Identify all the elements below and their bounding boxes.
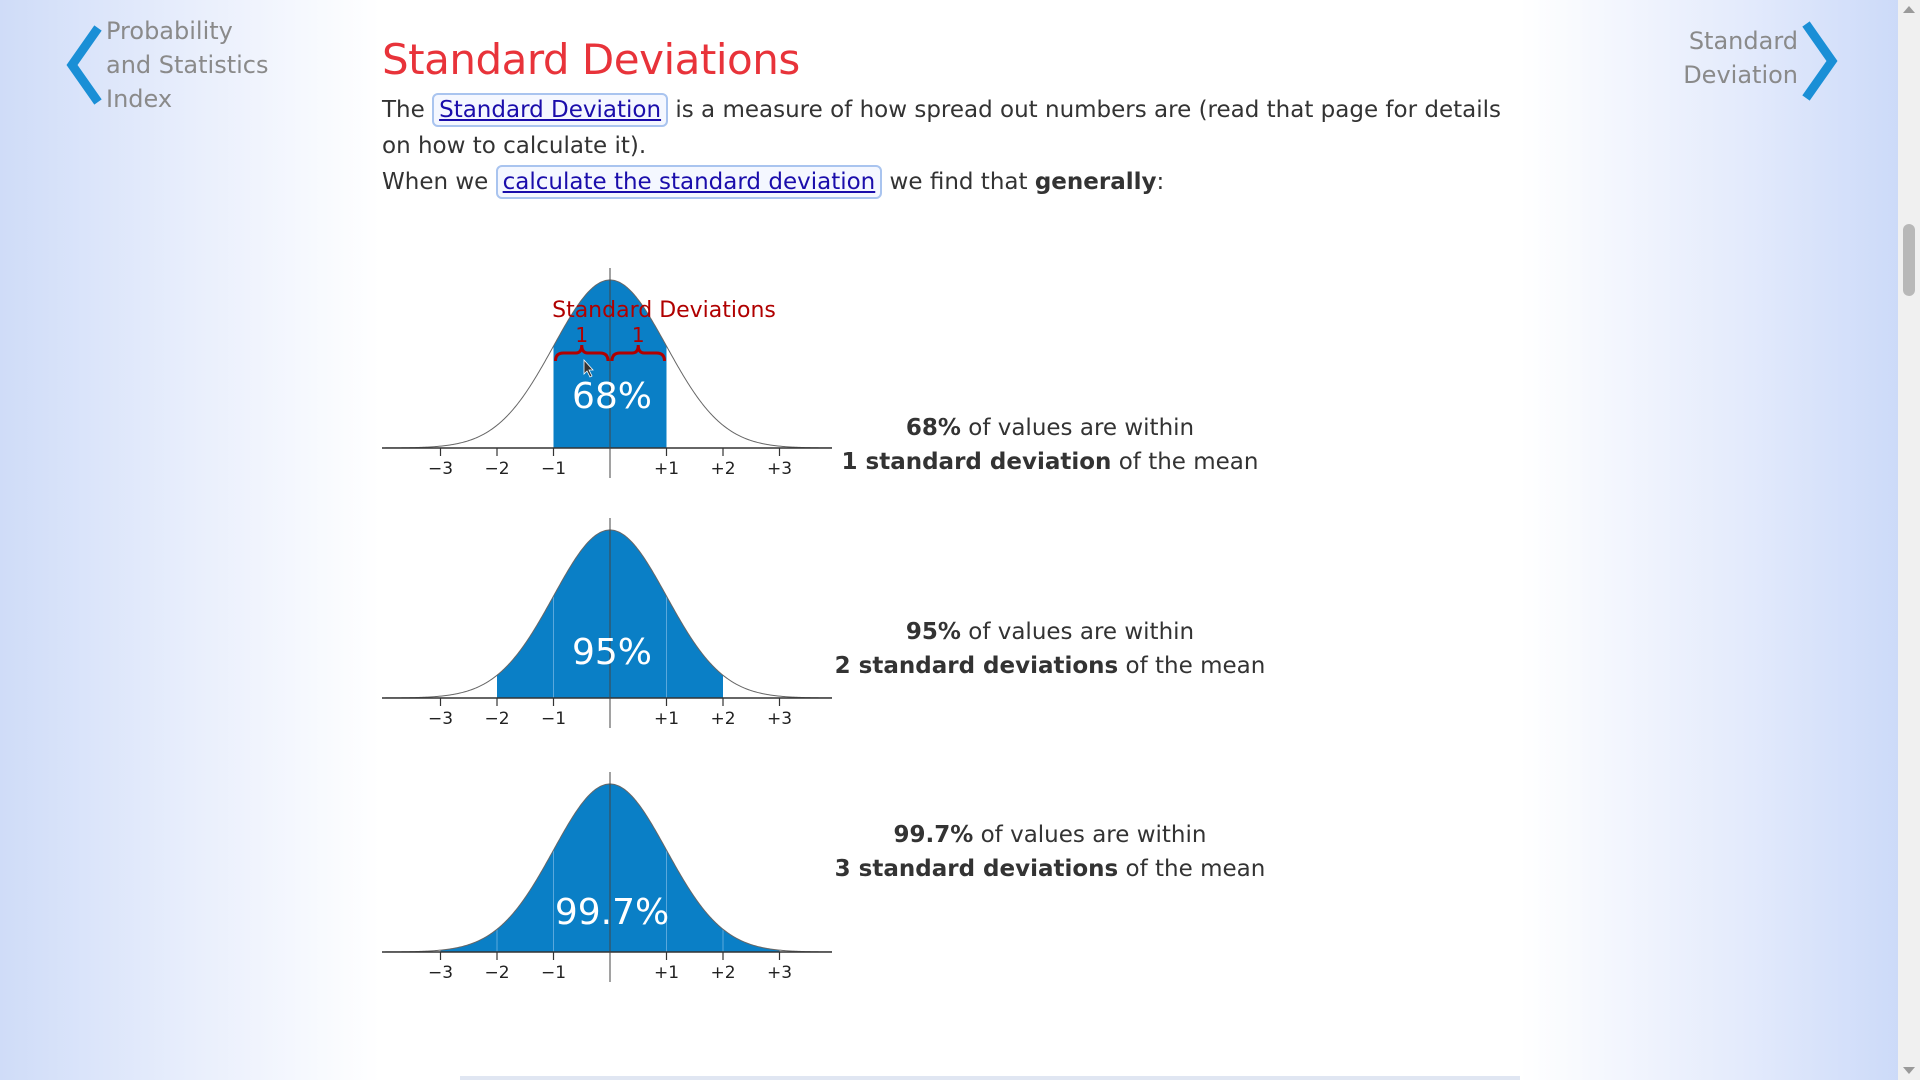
percent-label: 99.7% bbox=[555, 892, 669, 933]
axis-tick-label: +3 bbox=[767, 963, 792, 983]
percent-label: 68% bbox=[572, 376, 652, 417]
caption-1sd-text2: of the mean bbox=[1111, 449, 1259, 475]
mouse-cursor-icon bbox=[583, 358, 594, 378]
caption-1sd-percent: 68% bbox=[905, 415, 961, 441]
axis-tick-label: +2 bbox=[710, 459, 735, 479]
caption-3sd: 99.7% of values are within 3 standard de… bbox=[830, 818, 1270, 886]
percent-label: 95% bbox=[572, 632, 652, 673]
caption-1sd: 68% of values are within 1 standard devi… bbox=[840, 411, 1260, 479]
axis-tick-label: −1 bbox=[541, 709, 566, 729]
axis-tick-label: −1 bbox=[541, 963, 566, 983]
bracket-title: Standard Deviations bbox=[552, 298, 776, 323]
axis-tick-label: −3 bbox=[428, 963, 453, 983]
intro-text-end: is a measure of how spread out numbers a… bbox=[382, 97, 1501, 159]
normal-curve-figure-2: −3 −2 −1 +1 +2 +3 95% bbox=[382, 508, 842, 738]
axis-tick-label: +2 bbox=[710, 963, 735, 983]
brace-icon bbox=[610, 344, 666, 362]
chevron-left-icon bbox=[66, 25, 102, 105]
prev-page-link[interactable]: Probability and Statistics Index bbox=[64, 14, 276, 116]
caption-3sd-percent: 99.7% bbox=[893, 822, 974, 848]
bracket-label: 1 bbox=[632, 323, 645, 347]
caption-3sd-text2: of the mean bbox=[1118, 856, 1266, 882]
standard-deviation-link[interactable]: Standard Deviation bbox=[432, 93, 669, 127]
normal-curve-figure-1: −3 −2 −1 +1 +2 +3 68% Standard Deviations 1 1 bbox=[382, 258, 842, 488]
chevron-right-icon bbox=[1802, 21, 1838, 101]
prev-page-label: Probability and Statistics Index bbox=[106, 17, 269, 113]
axis-tick-label: −3 bbox=[428, 459, 453, 479]
axis-tick-label: −1 bbox=[541, 459, 566, 479]
article-content: Standard Deviations The Standard Deviati… bbox=[382, 28, 1532, 200]
caption-2sd-percent: 95% bbox=[905, 619, 961, 645]
caption-3sd-text1: of values are within bbox=[973, 822, 1207, 848]
generally-text-start: When we bbox=[382, 169, 496, 195]
bracket-label: 1 bbox=[575, 323, 588, 347]
normal-curve-outline bbox=[382, 529, 833, 699]
axis-tick-label: +2 bbox=[710, 709, 735, 729]
caption-1sd-range: 1 standard deviation bbox=[841, 449, 1112, 475]
axis-tick-label: −2 bbox=[484, 963, 509, 983]
bottom-divider bbox=[460, 1076, 1520, 1080]
caption-1sd-text1: of values are within bbox=[960, 415, 1195, 441]
page-title: Standard Deviations bbox=[382, 35, 800, 84]
scroll-down-arrow-icon[interactable] bbox=[1903, 1067, 1915, 1074]
vertical-scrollbar[interactable] bbox=[1898, 0, 1920, 1080]
generally-paragraph: When we calculate the standard deviation… bbox=[382, 164, 1532, 200]
axis-tick-label: +1 bbox=[654, 709, 679, 729]
axis-tick-label: −2 bbox=[484, 459, 509, 479]
caption-2sd-text2: of the mean bbox=[1118, 653, 1266, 679]
normal-curve-outline bbox=[382, 279, 833, 449]
normal-curve-chart-3sd: −3 −2 −1 +1 +2 +3 99.7% bbox=[382, 772, 833, 983]
normal-curve-outline bbox=[382, 783, 833, 953]
scrollbar-thumb[interactable] bbox=[1903, 224, 1915, 296]
generally-bold: generally bbox=[1034, 169, 1157, 195]
caption-3sd-range: 3 standard deviations bbox=[834, 856, 1119, 882]
axis-tick-label: +3 bbox=[767, 709, 792, 729]
axis-tick-label: +1 bbox=[654, 459, 679, 479]
next-page-link[interactable]: Standard Deviation bbox=[1683, 21, 1840, 102]
caption-2sd-text1: of values are within bbox=[960, 619, 1195, 645]
axis-tick-label: +1 bbox=[654, 963, 679, 983]
scroll-up-arrow-icon[interactable] bbox=[1903, 6, 1915, 13]
caption-2sd-range: 2 standard deviations bbox=[834, 653, 1119, 679]
generally-text-mid: we find that bbox=[882, 169, 1035, 195]
right-gradient-panel bbox=[1520, 0, 1920, 1080]
generally-colon: : bbox=[1156, 169, 1165, 195]
caption-2sd: 95% of values are within 2 standard devi… bbox=[830, 615, 1270, 683]
axis-tick-label: −3 bbox=[428, 709, 453, 729]
axis-tick-label: −2 bbox=[484, 709, 509, 729]
axis-tick-label: +3 bbox=[767, 459, 792, 479]
calculate-sd-link[interactable]: calculate the standard deviation bbox=[495, 165, 883, 199]
brace-icon bbox=[554, 344, 610, 362]
normal-curve-figure-3: −3 −2 −1 +1 +2 +3 99.7% bbox=[382, 762, 842, 992]
normal-curve-chart-2sd: −3 −2 −1 +1 +2 +3 95% bbox=[382, 518, 833, 729]
left-gradient-panel bbox=[0, 0, 380, 1080]
next-page-label: Standard Deviation bbox=[1683, 27, 1798, 89]
intro-paragraph: The Standard Deviation is a measure of h… bbox=[382, 92, 1532, 164]
intro-text-start: The bbox=[382, 97, 433, 123]
